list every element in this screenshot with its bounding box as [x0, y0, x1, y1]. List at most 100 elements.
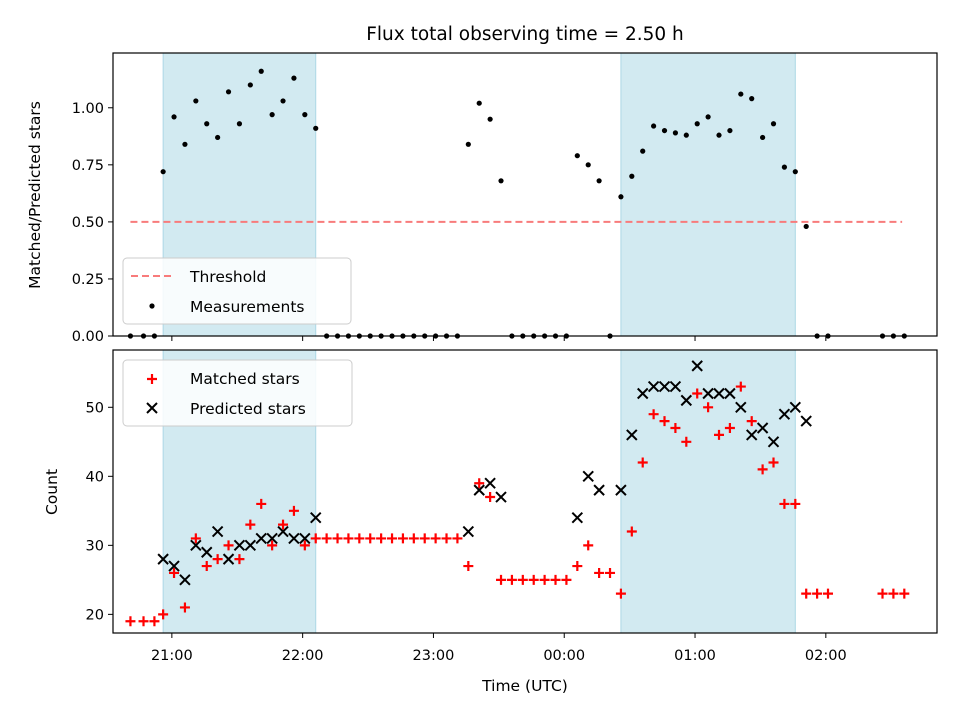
matched-star-point [201, 561, 212, 572]
matched-star-point [703, 402, 714, 413]
matched-star-point [561, 574, 572, 585]
matched-star-point [474, 478, 485, 489]
matched-star-point [496, 574, 507, 585]
matched-star-point [158, 609, 169, 620]
matched-star-point [343, 533, 354, 544]
predicted-star-point [746, 429, 758, 441]
matched-star-point [332, 533, 343, 544]
predicted-star-point [713, 387, 725, 400]
shaded-interval [620, 349, 796, 634]
measurement-point [487, 116, 493, 122]
matched-star-point [757, 464, 768, 475]
predicted-star-point [767, 436, 780, 448]
ratio-panel: 0.00 0.25 0.50 0.75 1.00 Threshold Measurement… [72, 52, 938, 345]
matched-star-point [877, 588, 888, 599]
matched-star-point [768, 457, 779, 468]
measurement-point [716, 132, 722, 138]
measurement-point [760, 134, 766, 141]
measurement-point [465, 141, 471, 147]
predicted-star-point [637, 387, 649, 400]
legend-box [122, 257, 352, 325]
legend-box [122, 359, 353, 427]
matched-star-point [452, 533, 463, 544]
measurement-point [247, 82, 253, 88]
measurement-point [269, 112, 275, 118]
predicted-star-point [789, 401, 802, 413]
matched-star-point [517, 574, 528, 585]
axes-frame [112, 349, 938, 634]
predicted-star-point [266, 532, 278, 545]
predicted-star-point [495, 491, 507, 503]
measurement-point [672, 130, 679, 136]
matched-star-point [278, 519, 289, 530]
x-tick-label: 22:00 [282, 648, 324, 664]
x-tick-label: 00:00 [543, 648, 585, 664]
measurement-point [683, 132, 689, 138]
measurement-point [694, 121, 700, 127]
predicted-star-point [179, 574, 191, 586]
x-tick-label: 02:00 [805, 648, 847, 664]
matched-star-point [245, 519, 256, 530]
measurements-legend-swatch [149, 303, 155, 309]
legend-bottom: Matched stars Predicted stars [122, 359, 353, 427]
matched-star-point [899, 588, 910, 599]
matched-star-point [539, 574, 550, 585]
measurement-point [651, 123, 657, 129]
predicted-star-point [593, 484, 605, 496]
measurement-point [193, 98, 199, 104]
threshold-legend-label: Threshold [189, 268, 266, 286]
predicted-star-point [157, 553, 169, 565]
x-tick-label: 21:00 [151, 648, 193, 664]
predicted-star-point [582, 470, 594, 483]
x-tick-label: 01:00 [674, 648, 716, 664]
matched-star-point [310, 533, 321, 544]
predicted-star-point [244, 539, 257, 552]
matched-star-point [823, 588, 834, 599]
predicted-star-point [702, 387, 714, 400]
measurements-legend-label: Measurements [190, 298, 305, 316]
predicted-star-point [735, 401, 747, 413]
measurement-point [280, 98, 286, 104]
matched-star-point [648, 409, 659, 420]
predicted-star-point [277, 525, 289, 538]
predicted-star-point [462, 525, 475, 538]
predicted-star-point [233, 539, 246, 552]
x-tick-label: 23:00 [413, 648, 455, 664]
measurement-point [236, 121, 243, 127]
matched-star-point [212, 554, 223, 565]
matched-star-point [801, 588, 812, 599]
measurement-point [640, 148, 646, 154]
matched-star-point [223, 540, 234, 551]
matched-star-point [506, 574, 517, 585]
predicted-star-point [615, 484, 627, 496]
matched-star-point [594, 567, 605, 578]
predicted-legend-swatch [146, 402, 158, 414]
matched-star-point [724, 422, 735, 433]
measurement-point [258, 68, 264, 74]
matched-star-point [485, 492, 496, 503]
measurement-point [171, 114, 177, 120]
measurement-point [749, 96, 755, 102]
measurement-point [160, 169, 166, 175]
matched-star-point [441, 533, 452, 544]
y-tick-label: 20 [86, 607, 104, 623]
predicted-star-point [211, 525, 224, 538]
axes-frame [112, 52, 938, 337]
matched-star-point [692, 388, 703, 399]
matched-star-point [888, 588, 899, 599]
matched-star-point [288, 505, 299, 516]
matched-star-point [419, 533, 430, 544]
predicted-star-point [255, 532, 267, 545]
matched-star-point [528, 574, 539, 585]
predicted-star-point [473, 484, 485, 496]
predicted-star-point [484, 477, 496, 489]
matched-star-point [779, 498, 790, 509]
measurement-point [770, 121, 777, 127]
matched-star-point [670, 422, 681, 433]
matched-star-point [138, 616, 149, 627]
matched-star-point [408, 533, 419, 544]
measurement-point [574, 153, 580, 159]
measurement-point [302, 112, 308, 118]
